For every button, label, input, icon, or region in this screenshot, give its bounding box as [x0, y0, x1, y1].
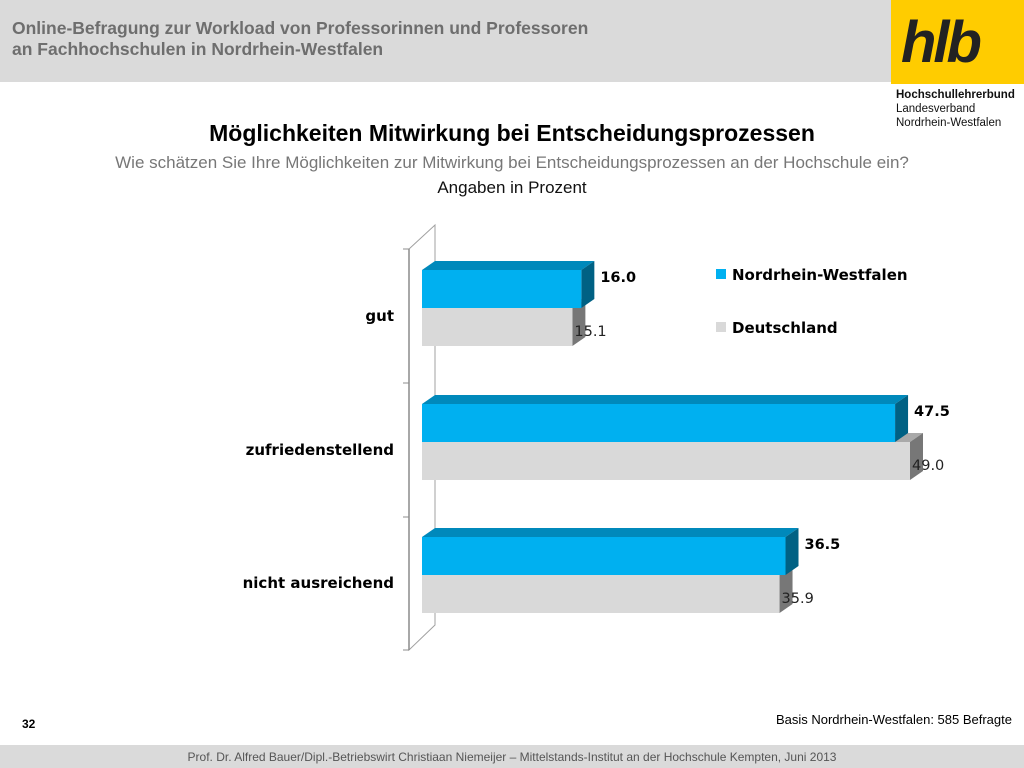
slide-subtitle: Wie schätzen Sie Ihre Möglichkeiten zur …	[115, 153, 909, 172]
bar-de-gut	[422, 308, 573, 346]
data-label-de-zufriedenstellend: 49.0	[912, 458, 944, 474]
data-label-nrw-nicht-ausreichend: 36.5	[805, 537, 841, 553]
bar-nrw-gut-side	[581, 261, 595, 308]
legend-swatch-de	[716, 322, 726, 332]
chart-side-wall	[408, 223, 436, 652]
org-line2: Landesverband	[896, 103, 976, 115]
survey-title-line1: Online-Befragung zur Workload von Profes…	[12, 18, 589, 38]
bar-nrw-zufriedenstellend	[422, 404, 896, 442]
footer-bar: Prof. Dr. Alfred Bauer/Dipl.-Betriebswir…	[0, 745, 1024, 768]
bar-de-gut-side	[572, 299, 586, 346]
bar-nrw-nicht-ausreichend-top	[422, 528, 799, 537]
hlb-logo: hlb	[891, 0, 1024, 84]
legend-swatch-nrw	[716, 269, 726, 279]
bar-de-zufriedenstellend-side	[910, 433, 923, 480]
survey-title: Online-Befragung zur Workload von Profes…	[12, 18, 588, 60]
footer-text: Prof. Dr. Alfred Bauer/Dipl.-Betriebswir…	[187, 750, 837, 764]
bar-de-gut-top	[422, 299, 586, 308]
organization-name: Hochschullehrerbund Landesverband Nordrh…	[896, 88, 1015, 130]
bar-de-zufriedenstellend	[422, 442, 910, 480]
data-label-nrw-zufriedenstellend: 47.5	[914, 404, 950, 420]
org-line1: Hochschullehrerbund	[896, 89, 1015, 101]
slide-title: Möglichkeiten Mitwirkung bei Entscheidun…	[209, 120, 815, 146]
bar-nrw-gut	[422, 270, 582, 308]
legend-label-nrw: Nordrhein-Westfalen	[732, 266, 908, 284]
bar-de-nicht-ausreichend-side	[779, 566, 793, 613]
legend-item-nrw: Nordrhein-Westfalen	[716, 266, 908, 284]
hlb-logo-text: hlb	[901, 10, 982, 75]
unit-note: Angaben in Prozent	[437, 178, 587, 197]
data-label-de-gut: 15.1	[574, 324, 606, 340]
bar-de-zufriedenstellend-top	[422, 433, 923, 442]
bar-nrw-nicht-ausreichend-side	[785, 528, 799, 575]
basis-note: Basis Nordrhein-Westfalen: 585 Befragte	[775, 712, 1012, 727]
bar-nrw-zufriedenstellend-top	[422, 395, 909, 404]
category-label-gut: gut	[365, 307, 394, 325]
bar-de-nicht-ausreichend	[422, 575, 780, 613]
bar-nrw-gut-top	[422, 261, 595, 270]
bar-nrw-nicht-ausreichend	[422, 537, 786, 575]
legend-item-de: Deutschland	[716, 319, 838, 337]
data-label-de-nicht-ausreichend: 35.9	[782, 591, 814, 607]
org-line3: Nordrhein-Westfalen	[896, 117, 1002, 129]
bar-de-nicht-ausreichend-top	[422, 566, 793, 575]
data-label-nrw-gut: 16.0	[600, 270, 636, 286]
bar-nrw-zufriedenstellend-side	[895, 395, 909, 442]
legend-label-de: Deutschland	[732, 319, 838, 337]
header-bar: Online-Befragung zur Workload von Profes…	[0, 0, 1024, 82]
survey-title-line2: an Fachhochschulen in Nordrhein-Westfale…	[12, 39, 384, 59]
category-label-nicht-ausreichend: nicht ausreichend	[242, 574, 394, 592]
page-number: 32	[22, 717, 36, 731]
category-label-zufriedenstellend: zufriedenstellend	[245, 441, 394, 459]
